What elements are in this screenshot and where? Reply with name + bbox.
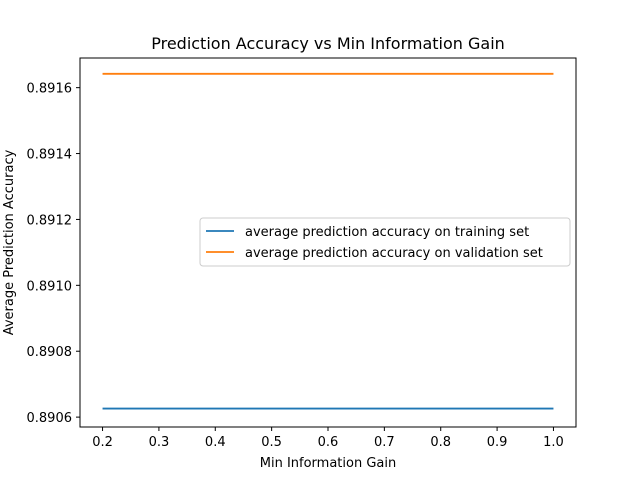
y-tick-label: 0.8906 bbox=[27, 411, 73, 426]
x-tick-label: 1.0 bbox=[543, 435, 564, 450]
y-tick-label: 0.8910 bbox=[27, 279, 73, 294]
x-axis: 0.2 0.3 0.4 0.5 0.6 0.7 0.8 0.9 1.0 bbox=[92, 427, 564, 450]
x-tick-label: 0.7 bbox=[374, 435, 395, 450]
x-tick-label: 0.4 bbox=[205, 435, 226, 450]
legend-label-2: average prediction accuracy on validatio… bbox=[245, 246, 543, 261]
x-tick-label: 0.5 bbox=[261, 435, 282, 450]
legend-box bbox=[199, 217, 571, 267]
y-axis-label: Average Prediction Accuracy bbox=[2, 149, 17, 335]
x-tick-label: 0.8 bbox=[430, 435, 451, 450]
plot-area bbox=[102, 72, 554, 410]
y-tick-label: 0.8908 bbox=[27, 345, 73, 360]
x-tick-label: 0.6 bbox=[318, 435, 339, 450]
x-tick-label: 0.9 bbox=[487, 435, 508, 450]
chart-title: Prediction Accuracy vs Min Information G… bbox=[151, 34, 505, 53]
x-tick-label: 0.3 bbox=[149, 435, 170, 450]
y-tick-label: 0.8914 bbox=[27, 148, 73, 163]
x-axis-label: Min Information Gain bbox=[260, 456, 396, 471]
y-tick-label: 0.8916 bbox=[27, 82, 73, 97]
legend-label-1: average prediction accuracy on training … bbox=[245, 225, 529, 240]
y-axis: 0.8906 0.8908 0.8910 0.8912 0.8914 0.8916 bbox=[27, 82, 80, 426]
x-tick-label: 0.2 bbox=[92, 435, 113, 450]
y-tick-label: 0.8912 bbox=[27, 213, 73, 228]
legend: average prediction accuracy on training … bbox=[199, 217, 571, 267]
